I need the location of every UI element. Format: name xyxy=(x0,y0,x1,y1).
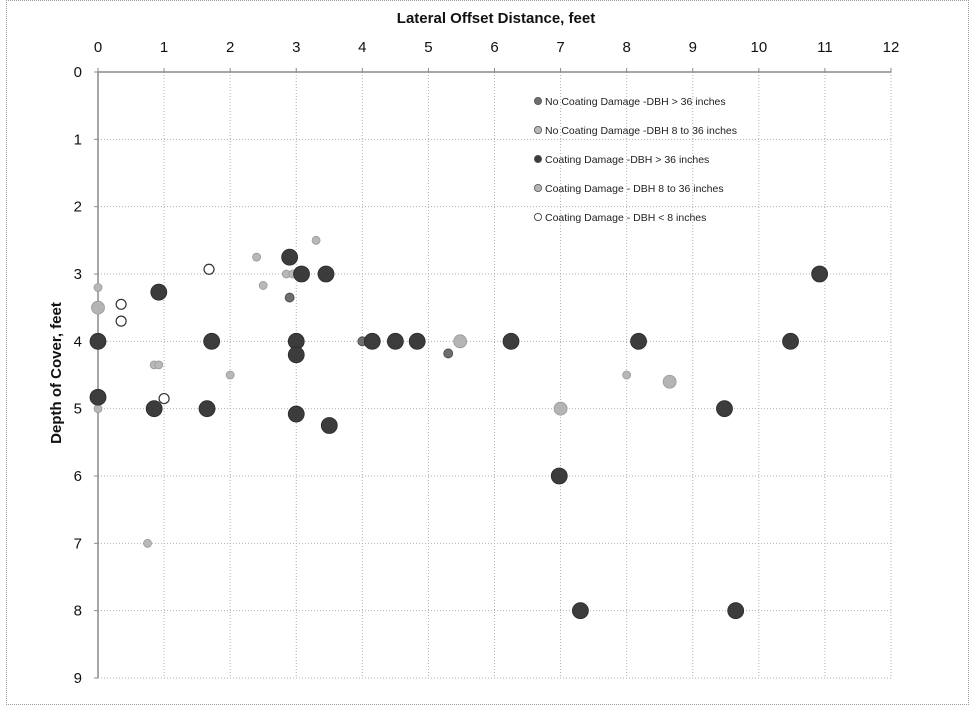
data-point xyxy=(386,332,404,350)
y-tick-label: 0 xyxy=(74,64,82,81)
data-point xyxy=(502,332,520,350)
y-tick-label: 9 xyxy=(74,670,82,687)
data-point xyxy=(320,417,338,434)
x-axis-title: Lateral Offset Distance, feet xyxy=(397,10,595,27)
data-point xyxy=(287,346,305,364)
data-point xyxy=(553,401,568,416)
data-point xyxy=(158,392,170,405)
legend-label: Coating Damage - DBH < 8 inches xyxy=(545,212,706,224)
data-point xyxy=(363,332,381,350)
legend-marker xyxy=(534,212,543,221)
data-point xyxy=(89,332,107,350)
axes xyxy=(94,68,892,679)
data-point xyxy=(93,404,103,414)
gridlines xyxy=(97,71,892,679)
x-tick-label: 8 xyxy=(622,39,630,56)
legend-label: Coating Damage - DBH 8 to 36 inches xyxy=(545,183,724,195)
x-tick-label: 3 xyxy=(292,39,300,56)
data-point xyxy=(727,602,745,620)
data-point xyxy=(287,405,305,423)
y-tick-label: 6 xyxy=(74,468,82,485)
data-point xyxy=(408,332,426,350)
data-point xyxy=(443,348,454,359)
y-axis-title: Depth of Cover, feet xyxy=(48,302,65,444)
x-tick-label: 2 xyxy=(226,39,234,56)
data-point xyxy=(143,538,152,548)
data-point xyxy=(198,400,216,418)
data-point xyxy=(252,252,262,262)
y-tick-label: 8 xyxy=(74,603,82,620)
legend-marker xyxy=(534,154,543,163)
data-point xyxy=(115,298,127,310)
data-point xyxy=(89,388,107,406)
data-point xyxy=(716,400,733,418)
x-tick-label: 6 xyxy=(490,39,498,56)
x-tick-label: 1 xyxy=(160,39,168,56)
data-point xyxy=(281,248,299,266)
data-point xyxy=(284,292,295,303)
data-point xyxy=(115,315,127,327)
y-tick-label: 7 xyxy=(74,535,82,552)
data-point xyxy=(154,360,164,370)
y-tick-label: 2 xyxy=(74,199,82,216)
x-tick-label: 0 xyxy=(94,39,102,56)
chart-frame xyxy=(6,0,969,705)
x-tick-label: 4 xyxy=(358,39,366,56)
legend: No Coating Damage -DBH > 36 inches No Coa… xyxy=(534,96,737,224)
data-point xyxy=(203,332,221,350)
y-tick-labels: 0 1 2 3 4 5 6 7 8 9 xyxy=(74,64,82,687)
legend-label: No Coating Damage -DBH 8 to 36 inches xyxy=(545,125,737,137)
data-point xyxy=(630,332,647,350)
x-tick-label: 9 xyxy=(689,39,697,56)
y-tick-label: 3 xyxy=(74,266,82,283)
y-tick-label: 4 xyxy=(74,333,82,350)
data-point xyxy=(550,467,568,485)
data-point xyxy=(93,283,103,292)
x-tick-label: 7 xyxy=(556,39,564,56)
data-point xyxy=(145,400,163,418)
data-point xyxy=(150,283,168,301)
data-point xyxy=(572,602,589,620)
legend-marker xyxy=(534,183,543,192)
legend-label: No Coating Damage -DBH > 36 inches xyxy=(545,96,726,108)
data-point xyxy=(225,370,235,380)
data-points xyxy=(89,235,829,620)
data-point xyxy=(782,332,799,350)
data-point xyxy=(203,263,215,275)
data-point xyxy=(662,374,677,389)
legend-label: Coating Damage -DBH > 36 inches xyxy=(545,154,709,166)
x-tick-label: 11 xyxy=(817,39,833,56)
legend-marker xyxy=(534,126,543,135)
data-point xyxy=(293,265,310,283)
data-point xyxy=(453,334,468,349)
data-point xyxy=(91,300,105,315)
legend-marker xyxy=(534,97,543,106)
y-tick-label: 5 xyxy=(74,401,82,418)
data-point xyxy=(622,370,632,380)
data-point xyxy=(317,265,335,283)
x-tick-label: 12 xyxy=(883,39,900,56)
data-point xyxy=(811,265,829,283)
y-tick-label: 1 xyxy=(74,131,82,148)
x-tick-labels: 0 1 2 3 4 5 6 7 8 9 10 11 12 xyxy=(94,39,900,56)
x-tick-label: 10 xyxy=(750,39,767,56)
data-point xyxy=(258,281,268,290)
data-point xyxy=(311,235,321,245)
x-tick-label: 5 xyxy=(424,39,432,56)
